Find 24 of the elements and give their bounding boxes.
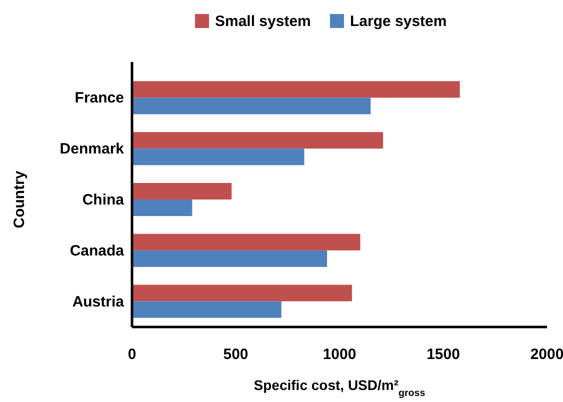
bar — [132, 98, 371, 114]
x-tick-label: 1000 — [322, 346, 356, 363]
y-tick-label: Canada — [70, 242, 125, 260]
bar — [132, 148, 304, 166]
bar — [132, 284, 352, 302]
x-tick-label: 0 — [128, 346, 136, 363]
bar — [132, 182, 232, 200]
bar — [132, 200, 192, 216]
bar — [132, 234, 360, 250]
bar — [132, 132, 384, 149]
y-tick-label: Austria — [72, 293, 125, 310]
bar — [132, 250, 328, 267]
y-tick-label: Denmark — [60, 140, 125, 158]
x-tick-label: 1500 — [426, 346, 460, 363]
y-tick-label: France — [74, 90, 124, 107]
legend-label: Small system — [215, 13, 311, 30]
x-tick-label: 500 — [223, 346, 248, 363]
x-axis-title: Specific cost, USD/m²$_{gross}$ — [254, 377, 426, 398]
legend-label: Large system — [350, 13, 447, 30]
y-axis-title: Country — [11, 170, 28, 228]
x-tick-label: 2000 — [530, 346, 563, 363]
bar — [132, 301, 282, 318]
bar — [132, 81, 460, 98]
y-tick-label: China — [82, 192, 125, 208]
